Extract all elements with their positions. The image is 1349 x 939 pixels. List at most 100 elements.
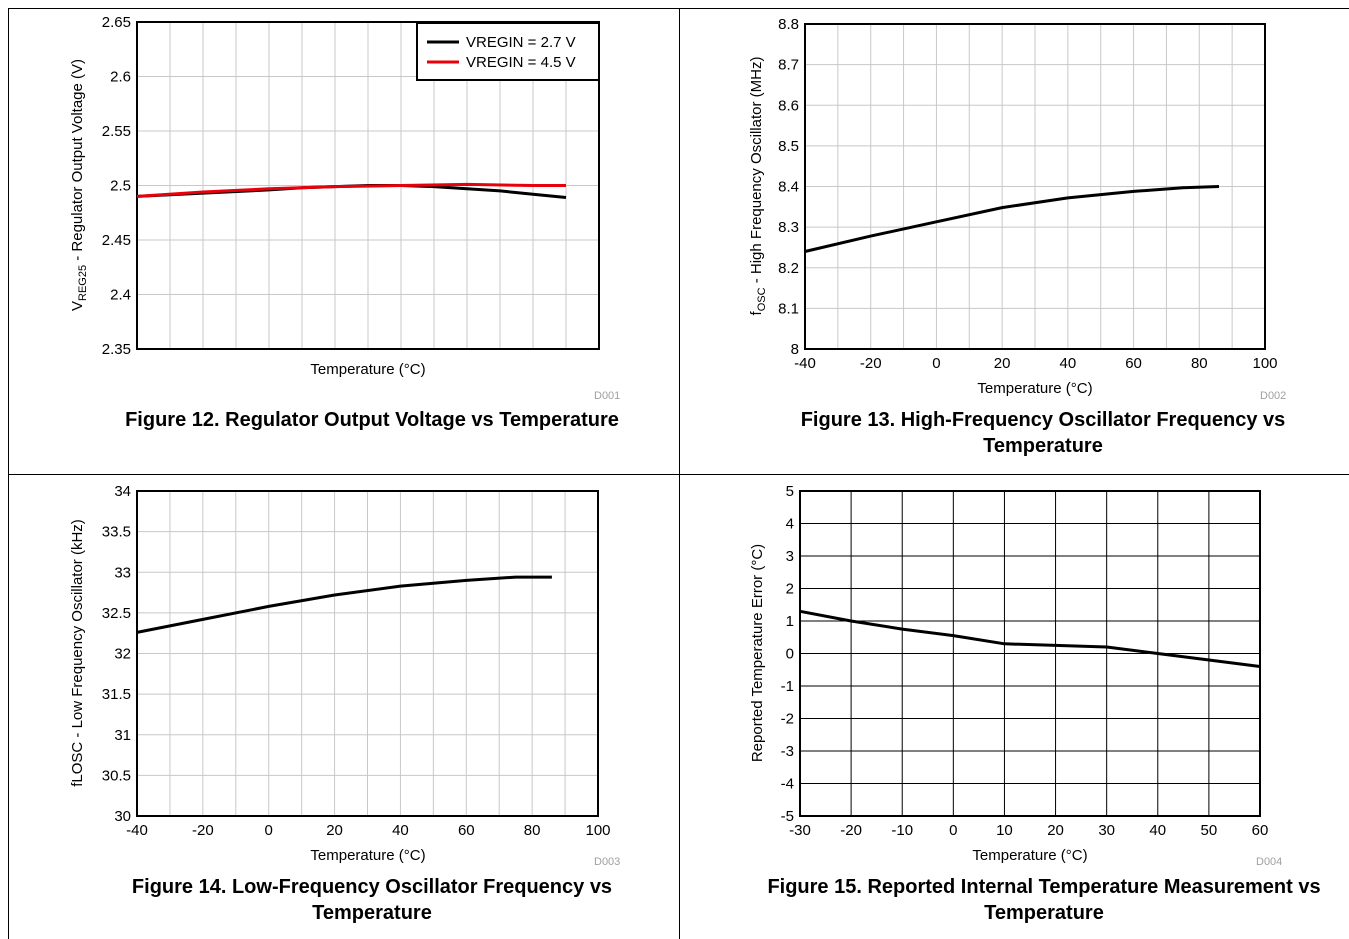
- y-tick-label: 2.4: [110, 287, 131, 304]
- y-tick-label: -5: [781, 808, 794, 825]
- series-line-1: [136, 182, 566, 198]
- figure-code: D004: [1256, 856, 1283, 868]
- y-tick-label: 34: [114, 483, 131, 500]
- chart-regulator-voltage: 2.35 2.4 2.45 2.5 2.55 2.6 2.65 Temperature (°C…: [69, 14, 600, 378]
- x-tick-label: 0: [265, 822, 273, 839]
- grid-lines: [805, 24, 1265, 349]
- y-tick-label: -3: [781, 743, 794, 760]
- y-tick-label: 33: [114, 564, 131, 581]
- x-tick-label: 80: [524, 822, 541, 839]
- y-tick-label: 8.5: [778, 138, 799, 155]
- figure-13: 8 8.1 8.2 8.3 8.4 8.5 8.6 8.7 8.8 -40 -20 0 20 40 60 80…: [748, 16, 1287, 457]
- y-tick-label: 4: [786, 516, 794, 533]
- x-axis-label: Temperature (°C): [310, 847, 425, 864]
- figure-code: D003: [594, 856, 621, 868]
- plot-frame: [136, 21, 600, 350]
- y-tick-label: 2.35: [102, 341, 131, 358]
- y-tick-label: 2: [786, 581, 794, 598]
- plot-frame: [804, 23, 1266, 350]
- y-tick-label: 30.5: [102, 767, 131, 784]
- plot-frame: [799, 490, 1261, 817]
- x-tick-label: 40: [1149, 822, 1166, 839]
- y-tick-label: 5: [786, 483, 794, 500]
- x-tick-label: 30: [1098, 822, 1115, 839]
- x-tick-label: -20: [840, 822, 862, 839]
- y-tick-label: 2.55: [102, 123, 131, 140]
- x-tick-label: 10: [996, 822, 1013, 839]
- x-tick-label: -20: [192, 822, 214, 839]
- figure-caption: Figure 12. Regulator Output Voltage vs T…: [125, 409, 619, 431]
- x-axis-label: Temperature (°C): [977, 380, 1092, 397]
- y-tick-label: -1: [781, 678, 794, 695]
- x-tick-label: -20: [860, 355, 882, 372]
- x-tick-label: 50: [1201, 822, 1218, 839]
- y-tick-label: 1: [786, 613, 794, 630]
- chart-lf-oscillator: 30 30.5 31 31.5 32 32.5 33 33.5 34 -40 -20 0 20 40 60 8…: [69, 483, 611, 864]
- series-line-0: [136, 575, 552, 634]
- y-axis-label: fLOSC - Low Frequency Oscillator (kHz): [69, 519, 86, 787]
- x-tick-label: 40: [392, 822, 409, 839]
- x-axis-label: Temperature (°C): [310, 361, 425, 378]
- x-tick-label: 60: [1252, 822, 1269, 839]
- y-tick-label: 8.1: [778, 300, 799, 317]
- series-line-0: [799, 609, 1261, 668]
- figure-caption: Figure 14. Low-Frequency Oscillator Freq…: [131, 876, 613, 924]
- x-tick-label: 20: [994, 355, 1011, 372]
- y-tick-label: 8.6: [778, 97, 799, 114]
- y-tick-label: 8.8: [778, 16, 799, 33]
- y-tick-label: 31: [114, 727, 131, 744]
- y-tick-label: 30: [114, 808, 131, 825]
- x-tick-label: 100: [585, 822, 610, 839]
- y-tick-label: 2.5: [110, 178, 131, 195]
- x-tick-label: 20: [326, 822, 343, 839]
- y-tick-label: 0: [786, 646, 794, 663]
- x-axis-label: Temperature (°C): [972, 847, 1087, 864]
- legend-label: VREGIN = 4.5 V: [466, 54, 576, 71]
- figure-code: D002: [1260, 390, 1287, 402]
- x-tick-label: 60: [1125, 355, 1142, 372]
- figure-grid: [8, 8, 1349, 939]
- y-axis-label: fOSC - High Frequency Oscillator (MHz): [748, 57, 768, 316]
- x-tick-label: 20: [1047, 822, 1064, 839]
- y-tick-label: 2.45: [102, 232, 131, 249]
- y-tick-label: 2.65: [102, 14, 131, 31]
- grid-divider-vertical: [679, 8, 680, 939]
- grid-divider-horizontal: [8, 474, 1349, 475]
- y-tick-label: 32.5: [102, 605, 131, 622]
- x-tick-label: 40: [1060, 355, 1077, 372]
- y-tick-label: 8.2: [778, 260, 799, 277]
- y-tick-label: 8.3: [778, 219, 799, 236]
- chart-hf-oscillator: 8 8.1 8.2 8.3 8.4 8.5 8.6 8.7 8.8 -40 -20 0 20 40 60 80…: [748, 16, 1278, 397]
- figure-12: 2.35 2.4 2.45 2.5 2.55 2.6 2.65 Temperature (°C…: [0, 0, 679, 474]
- y-tick-label: -2: [781, 711, 794, 728]
- legend-label: VREGIN = 2.7 V: [466, 34, 576, 51]
- plot-frame: [136, 490, 599, 817]
- legend-box: [416, 22, 600, 81]
- legend: VREGIN = 2.7 V VREGIN = 4.5 V: [416, 22, 600, 81]
- y-tick-label: 8: [791, 341, 799, 358]
- figure-caption: Figure 13. High-Frequency Oscillator Fre…: [800, 409, 1286, 457]
- y-tick-label: 33.5: [102, 524, 131, 541]
- x-tick-label: -10: [891, 822, 913, 839]
- y-tick-label: -4: [781, 776, 794, 793]
- x-tick-label: -40: [794, 355, 816, 372]
- figure-code: D001: [594, 390, 621, 402]
- x-tick-label: 100: [1252, 355, 1277, 372]
- x-tick-label: -40: [126, 822, 148, 839]
- y-tick-label: 3: [786, 548, 794, 565]
- series-line-0: [804, 185, 1220, 253]
- y-tick-label: 2.6: [110, 69, 131, 86]
- x-tick-label: 80: [1191, 355, 1208, 372]
- y-tick-label: 32: [114, 646, 131, 663]
- y-tick-label: 8.4: [778, 179, 799, 196]
- y-tick-label: 8.7: [778, 57, 799, 74]
- y-tick-label: 31.5: [102, 686, 131, 703]
- x-tick-label: 0: [932, 355, 940, 372]
- figure-caption: Figure 15. Reported Internal Temperature…: [767, 876, 1321, 924]
- y-axis-label: VREG25 - Regulator Output Voltage (V): [69, 59, 89, 311]
- x-tick-label: -30: [789, 822, 811, 839]
- x-tick-label: 0: [949, 822, 957, 839]
- x-tick-label: 60: [458, 822, 475, 839]
